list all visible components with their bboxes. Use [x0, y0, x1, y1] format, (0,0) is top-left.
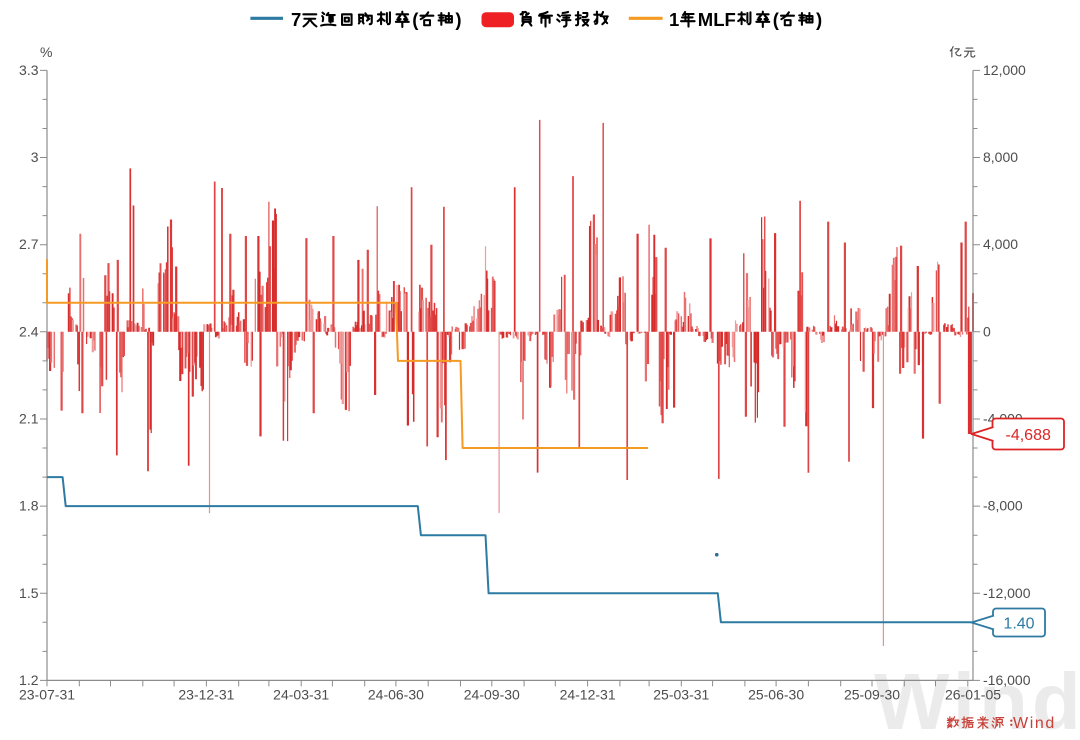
- svg-text:Wind: Wind: [1013, 715, 1056, 732]
- svg-text:2.1: 2.1: [19, 411, 39, 427]
- svg-text:23-07-31: 23-07-31: [19, 687, 75, 703]
- svg-text:4,000: 4,000: [983, 236, 1018, 252]
- svg-text:24-09-30: 24-09-30: [464, 687, 520, 703]
- svg-text:3: 3: [31, 149, 39, 165]
- svg-text:%: %: [40, 44, 52, 60]
- svg-text:1.2: 1.2: [19, 672, 39, 688]
- svg-text:1.5: 1.5: [19, 585, 39, 601]
- svg-text:8,000: 8,000: [983, 149, 1018, 165]
- svg-text:2.7: 2.7: [19, 236, 39, 252]
- svg-text:(: (: [412, 9, 419, 30]
- svg-text:2.4: 2.4: [19, 323, 39, 339]
- svg-text:24-03-31: 24-03-31: [273, 687, 329, 703]
- svg-text:): ): [455, 9, 461, 30]
- svg-text:-8,000: -8,000: [983, 498, 1023, 514]
- svg-text:1.40: 1.40: [1003, 615, 1034, 632]
- svg-text:-4,688: -4,688: [1006, 427, 1051, 444]
- svg-text:(: (: [773, 9, 780, 30]
- svg-text:): ): [816, 9, 822, 30]
- svg-text:Wind: Wind: [874, 657, 1080, 740]
- svg-text:24-06-30: 24-06-30: [368, 687, 424, 703]
- svg-text:7: 7: [291, 9, 301, 30]
- svg-text:-12,000: -12,000: [983, 585, 1031, 601]
- svg-text:MLF: MLF: [698, 9, 736, 30]
- svg-text:1: 1: [669, 9, 679, 30]
- svg-text:24-12-31: 24-12-31: [560, 687, 616, 703]
- svg-text:25-09-30: 25-09-30: [844, 687, 900, 703]
- svg-text:1.8: 1.8: [19, 498, 39, 514]
- svg-text:-16,000: -16,000: [983, 672, 1031, 688]
- svg-text:25-03-31: 25-03-31: [653, 687, 709, 703]
- svg-text:0: 0: [983, 323, 991, 339]
- svg-text:26-01-05: 26-01-05: [945, 687, 1001, 703]
- svg-text:3.3: 3.3: [19, 62, 39, 78]
- svg-text:25-06-30: 25-06-30: [748, 687, 804, 703]
- svg-text:23-12-31: 23-12-31: [178, 687, 234, 703]
- svg-text:12,000: 12,000: [983, 62, 1026, 78]
